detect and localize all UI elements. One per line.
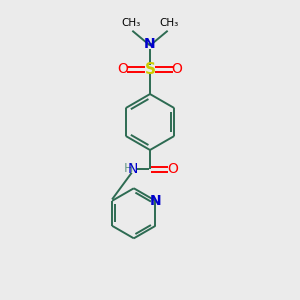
Text: H: H — [124, 162, 133, 175]
Text: O: O — [118, 62, 128, 76]
Text: N: N — [150, 194, 161, 208]
Text: N: N — [128, 161, 138, 176]
Text: CH₃: CH₃ — [160, 18, 179, 28]
Text: CH₃: CH₃ — [121, 18, 140, 28]
Text: S: S — [145, 61, 155, 76]
Text: O: O — [172, 62, 182, 76]
Text: N: N — [144, 37, 156, 51]
Text: O: O — [167, 162, 178, 176]
